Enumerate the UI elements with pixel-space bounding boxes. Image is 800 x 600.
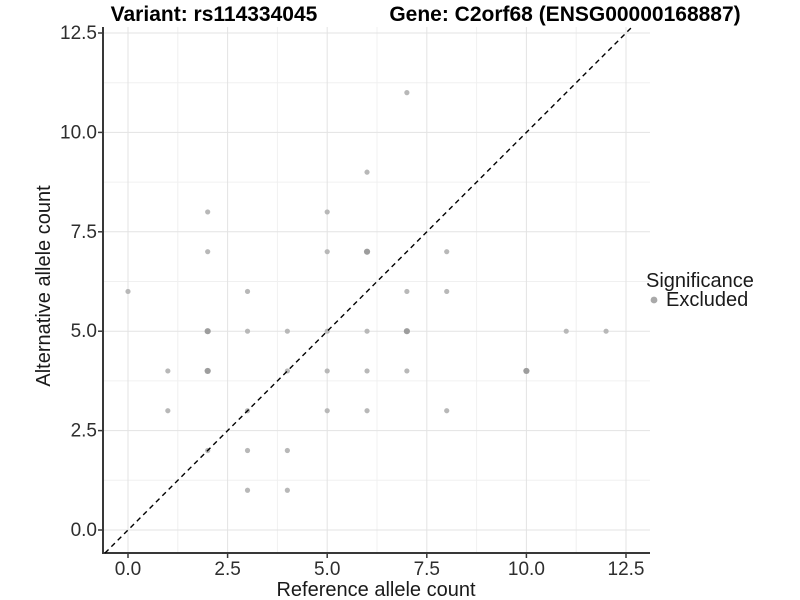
y-tick-label: 0.0	[71, 520, 97, 541]
data-point	[165, 408, 171, 414]
tick-label-layer: 0.0 0.0 2.5 2.5 5.0 5.0 7.5 7.5 10.0 10.0 12.5 12.5	[60, 23, 644, 580]
x-tick-label: 2.5	[214, 559, 240, 580]
data-point	[205, 249, 211, 255]
data-point	[523, 367, 530, 375]
data-point	[205, 209, 211, 215]
data-point	[364, 408, 370, 414]
x-tick-label: 0.0	[115, 559, 141, 580]
tick-layer	[98, 32, 627, 558]
data-point	[444, 408, 450, 414]
data-point	[284, 447, 290, 454]
y-tick-label: 7.5	[71, 222, 97, 243]
x-tick-label: 12.5	[608, 559, 645, 580]
data-point	[204, 328, 211, 335]
y-tick-label: 2.5	[71, 421, 97, 442]
y-tick-label: 10.0	[60, 122, 97, 143]
x-tick-label: 10.0	[508, 559, 545, 580]
legend-title: Significance	[646, 270, 754, 292]
data-point	[404, 288, 410, 295]
x-tick-label: 7.5	[414, 559, 440, 580]
identity-line	[104, 26, 633, 554]
data-point	[404, 368, 410, 374]
data-point	[324, 249, 330, 255]
data-point	[364, 368, 370, 374]
legend-item-label: Excluded	[666, 289, 748, 311]
legend: Significance Excluded	[646, 270, 754, 311]
data-point	[324, 408, 330, 414]
data-point	[363, 248, 371, 255]
data-point	[165, 368, 171, 374]
data-point	[444, 288, 450, 295]
data-point	[364, 169, 370, 175]
legend-point-icon	[650, 296, 658, 304]
data-point	[204, 367, 211, 375]
plot-title-variant: Variant: rs114334045	[111, 3, 318, 26]
data-point	[284, 328, 290, 334]
x-tick-label: 5.0	[314, 559, 340, 580]
data-point	[563, 328, 569, 334]
data-point	[284, 487, 290, 493]
data-point	[324, 209, 330, 215]
data-point	[244, 447, 251, 454]
data-point	[244, 487, 251, 493]
data-point	[404, 90, 410, 96]
data-point	[444, 249, 450, 255]
data-point	[244, 288, 251, 295]
data-point	[403, 328, 410, 335]
data-point	[125, 288, 131, 295]
plot-title-gene: Gene: C2orf68 (ENSG00000168887)	[389, 3, 740, 26]
y-tick-label: 12.5	[60, 23, 97, 44]
points-layer	[125, 90, 609, 493]
y-axis-title: Alternative allele count	[33, 185, 55, 387]
x-axis-title: Reference allele count	[276, 579, 475, 600]
data-point	[244, 328, 251, 334]
y-tick-label: 5.0	[71, 321, 97, 342]
data-point	[364, 328, 370, 334]
data-point	[603, 328, 609, 334]
data-point	[324, 368, 330, 374]
